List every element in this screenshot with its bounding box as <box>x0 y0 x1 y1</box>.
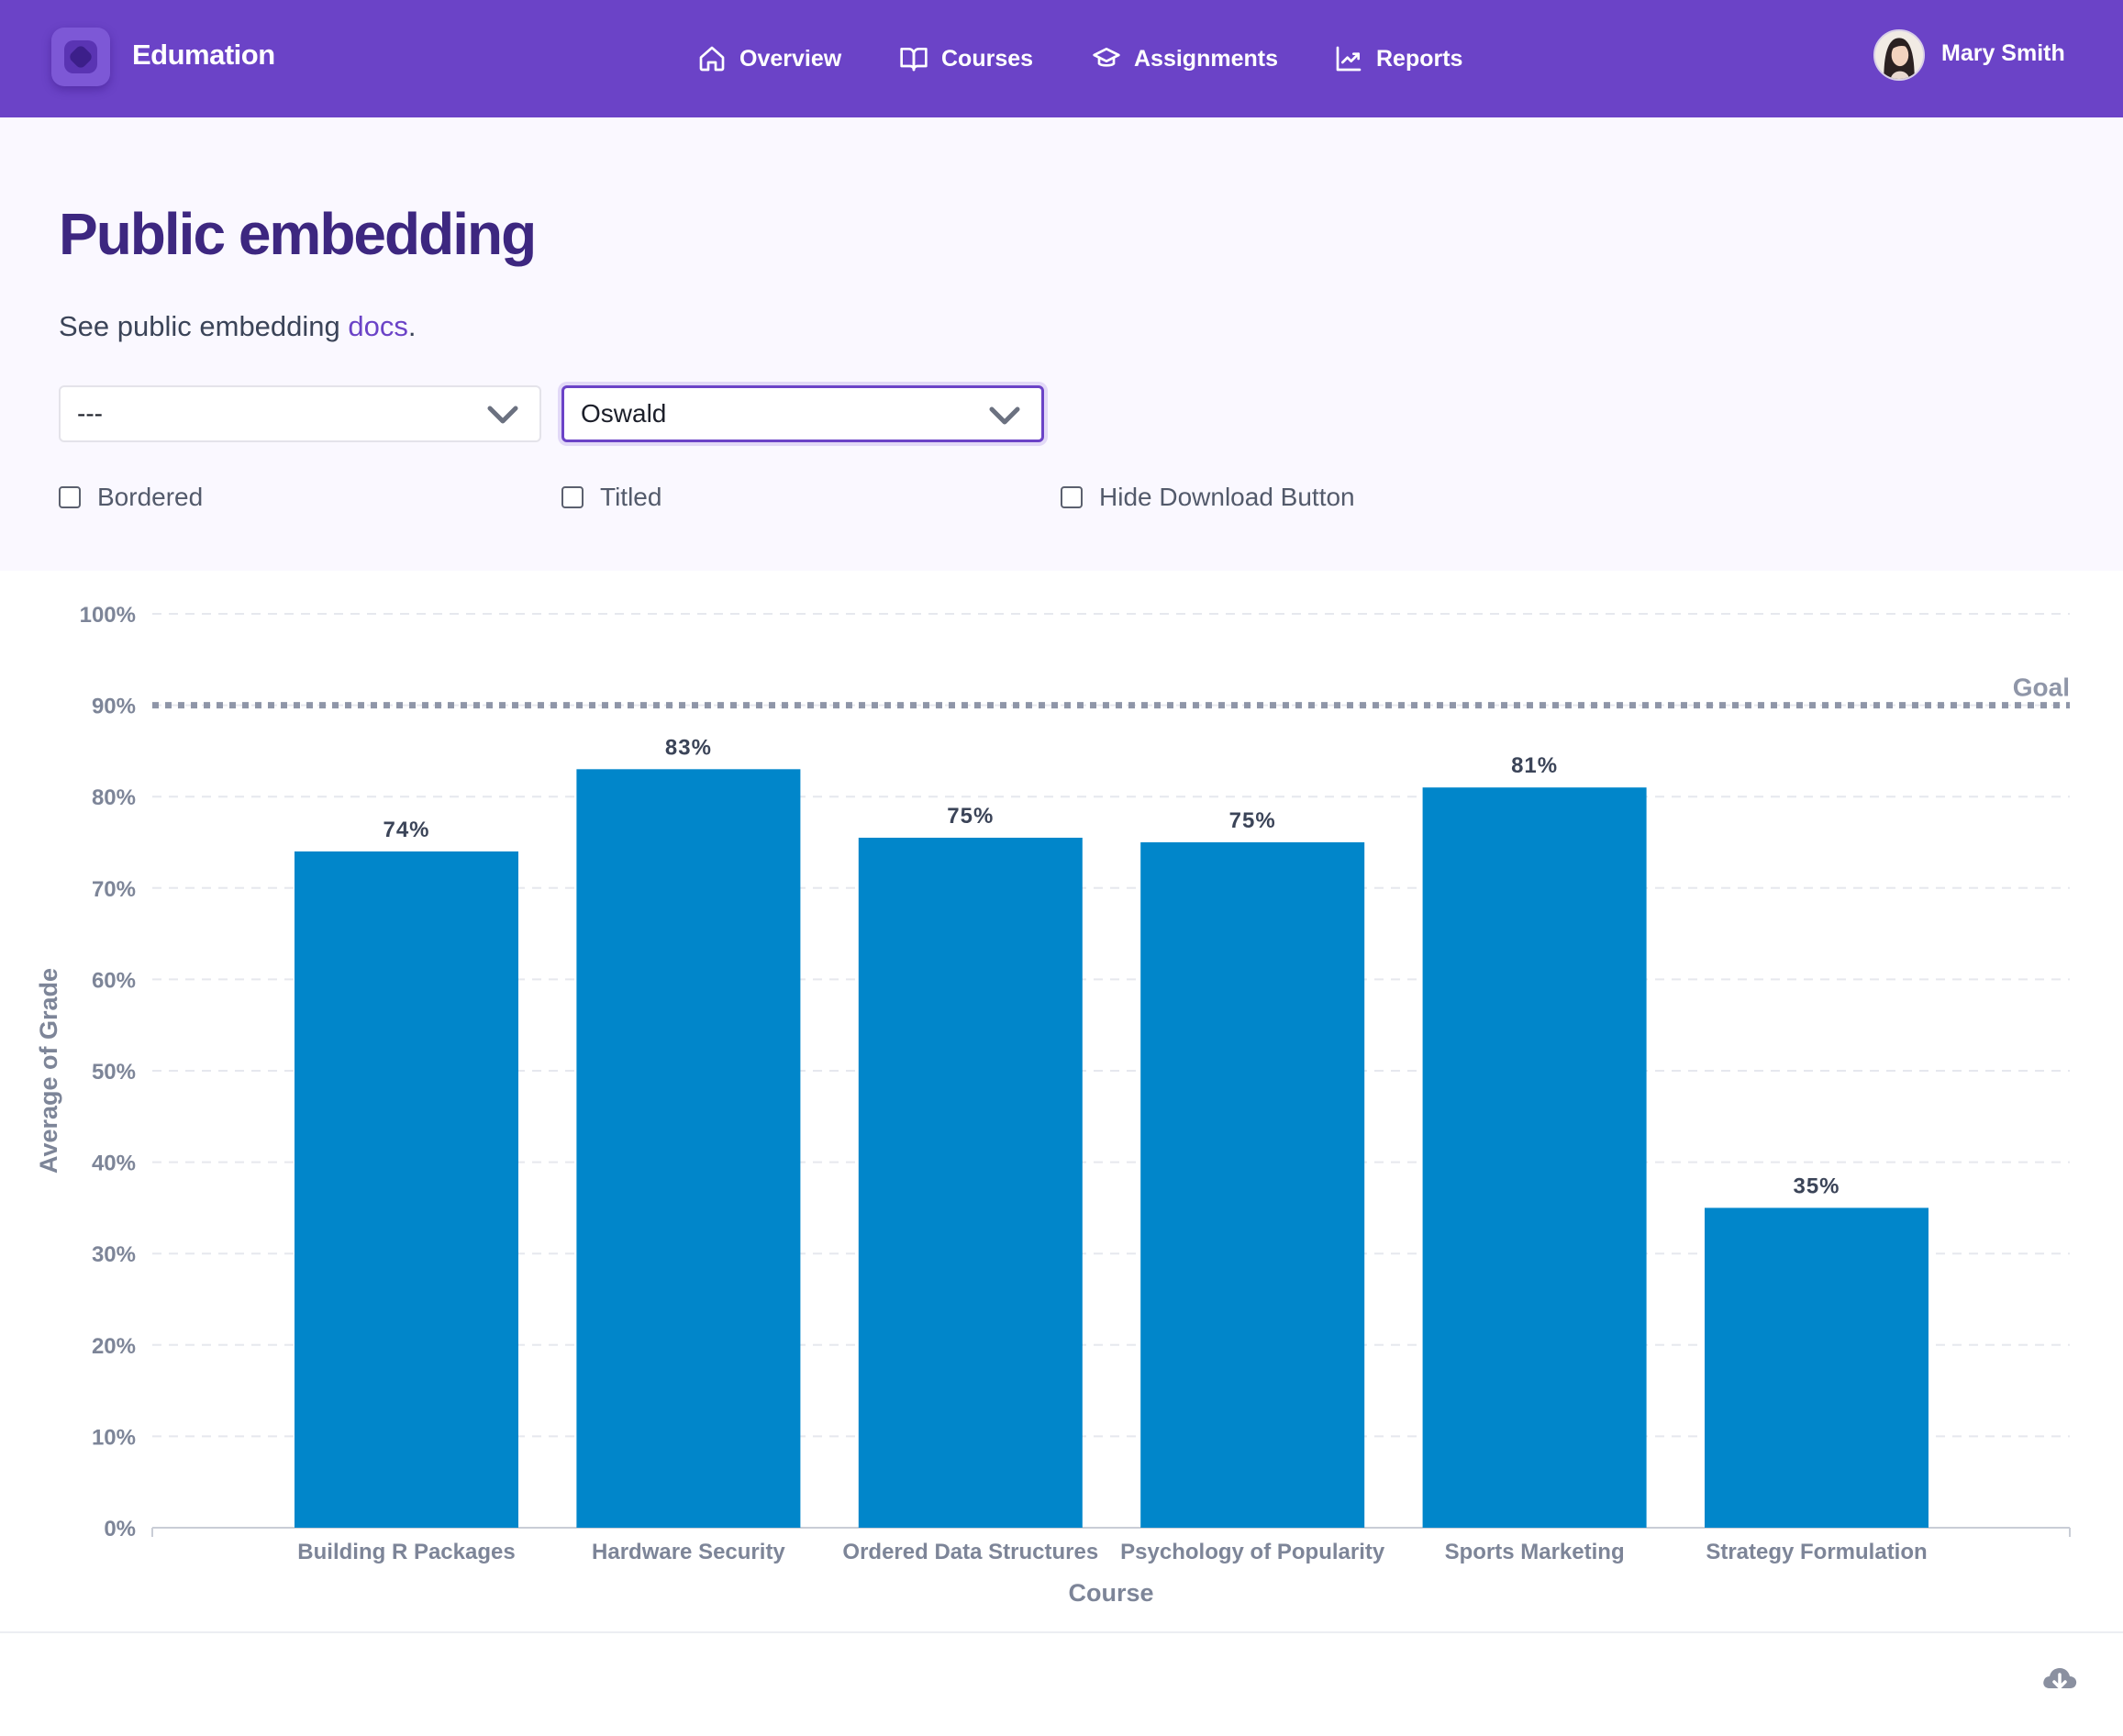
font-select[interactable]: Oswald <box>561 385 1044 442</box>
home-icon <box>699 46 725 72</box>
data-label: 75% <box>947 804 994 829</box>
subtitle-text: See public embedding <box>59 310 349 342</box>
y-tick-label: 20% <box>92 1334 136 1359</box>
x-axis-title: Course <box>1068 1579 1153 1607</box>
embedding-settings-panel: Public embedding See public embedding do… <box>0 117 2123 571</box>
cloud-download-icon[interactable] <box>2040 1663 2079 1696</box>
y-axis-title: Average of Grade <box>35 968 62 1174</box>
bar <box>576 769 801 1528</box>
nav-assignments[interactable]: Assignments <box>1092 40 1278 77</box>
subtitle-period: . <box>407 310 417 342</box>
data-label: 75% <box>1229 808 1276 833</box>
page-subtitle: See public embedding docs. <box>59 310 417 343</box>
nav-overview-label: Overview <box>739 45 842 72</box>
hide-download-option[interactable]: Hide Download Button <box>1061 483 1355 512</box>
y-tick-label: 30% <box>92 1242 136 1267</box>
titled-label: Titled <box>600 483 662 511</box>
x-tick-label: Ordered Data Structures <box>842 1540 1098 1564</box>
y-tick-label: 90% <box>92 695 136 719</box>
nav-courses-label: Courses <box>941 45 1034 72</box>
goal-label: Goal <box>2013 673 2070 702</box>
x-tick-label: Hardware Security <box>592 1540 785 1564</box>
y-tick-label: 0% <box>104 1517 136 1541</box>
y-tick-label: 70% <box>92 877 136 902</box>
dashboard-select-value: --- <box>77 399 103 428</box>
graduation-cap-icon <box>1093 48 1120 67</box>
y-tick-label: 80% <box>92 785 136 810</box>
y-tick-label: 60% <box>92 968 136 993</box>
chevron-down-icon <box>487 406 518 424</box>
bordered-label: Bordered <box>97 483 204 511</box>
data-label: 35% <box>1793 1174 1840 1198</box>
bordered-checkbox[interactable] <box>59 486 81 508</box>
bar <box>1705 1207 1928 1528</box>
docs-link[interactable]: docs <box>348 310 408 342</box>
brand-name[interactable]: Edumation <box>132 39 275 71</box>
book-icon <box>900 48 928 72</box>
nav-overview[interactable]: Overview <box>697 40 841 77</box>
chart-footer-divider <box>0 1631 2123 1633</box>
nav-assignments-label: Assignments <box>1134 45 1278 72</box>
data-label: 74% <box>383 818 429 842</box>
data-label: 81% <box>1511 753 1558 778</box>
user-avatar[interactable] <box>1873 29 1925 81</box>
chevron-down-icon <box>989 406 1020 425</box>
bar <box>858 838 1083 1528</box>
x-tick-label: Building R Packages <box>297 1540 515 1564</box>
nav-reports[interactable]: Reports <box>1334 40 1462 77</box>
data-label: 83% <box>665 735 712 760</box>
bar-chart: 0% 10% 20% 30% 40% 50% 60% 70% 80% 90% 100% Goal 74%… <box>35 603 2071 1607</box>
x-tick-label: Sports Marketing <box>1445 1540 1625 1564</box>
bar <box>1422 787 1647 1528</box>
page-title: Public embedding <box>59 201 537 267</box>
embedded-chart: 0% 10% 20% 30% 40% 50% 60% 70% 80% 90% 100% Goal 74%… <box>0 571 2123 1631</box>
x-tick-label: Strategy Formulation <box>1706 1540 1927 1564</box>
bar <box>1140 842 1365 1528</box>
app-logo-icon[interactable] <box>51 28 110 86</box>
bar <box>295 851 518 1528</box>
titled-checkbox[interactable] <box>561 486 584 508</box>
x-tick-label: Psychology of Popularity <box>1120 1540 1385 1564</box>
dashboard-select[interactable]: --- <box>59 385 541 442</box>
y-tick-label: 100% <box>80 603 136 628</box>
trend-chart-icon <box>1336 46 1362 72</box>
y-tick-label: 50% <box>92 1060 136 1085</box>
y-tick-label: 40% <box>92 1152 136 1176</box>
bordered-option[interactable]: Bordered <box>59 483 203 512</box>
hide-download-checkbox[interactable] <box>1061 486 1083 508</box>
nav-courses[interactable]: Courses <box>899 40 1033 77</box>
titled-option[interactable]: Titled <box>561 483 661 512</box>
font-select-value: Oswald <box>581 399 667 428</box>
nav-reports-label: Reports <box>1376 45 1463 72</box>
user-name[interactable]: Mary Smith <box>1941 40 2065 66</box>
top-navigation-bar: Edumation Overview Courses Assignments R… <box>0 0 2123 117</box>
y-tick-label: 10% <box>92 1425 136 1450</box>
hide-download-label: Hide Download Button <box>1099 483 1355 511</box>
